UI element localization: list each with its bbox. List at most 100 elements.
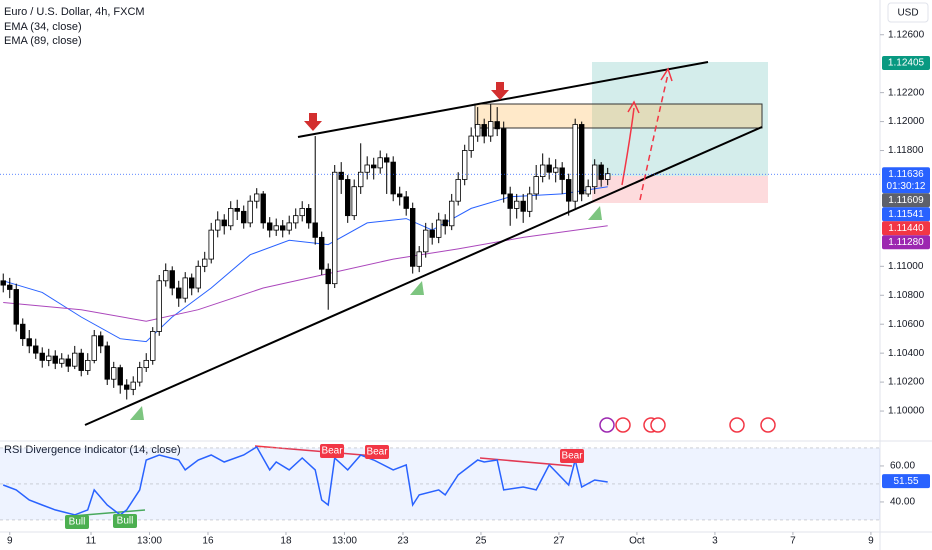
projection-arrow-head	[627, 100, 640, 114]
price-badge-label: 1.11636	[888, 169, 924, 180]
candle-body	[345, 179, 351, 217]
candle-body	[306, 208, 312, 224]
currency-button[interactable]	[887, 2, 929, 23]
currency[interactable]: USD	[897, 8, 918, 19]
candle-body	[377, 157, 383, 169]
rsi-title: RSI Divergence Indicator (14, close)	[4, 444, 181, 456]
event-icons	[599, 417, 776, 433]
y-tick-label: 1.11800	[888, 145, 924, 156]
candle-body	[111, 367, 117, 380]
candle-body	[46, 355, 52, 361]
signal-badge	[560, 449, 584, 463]
countdown: 01:30:12	[887, 181, 926, 192]
candle-body	[78, 352, 84, 371]
candle-body	[598, 164, 604, 180]
candle-body	[293, 215, 299, 224]
candle-body	[169, 270, 175, 289]
candle-body	[208, 229, 214, 260]
candle-body	[20, 323, 26, 340]
lower-trendline	[84, 126, 763, 426]
rsi-y-tick-label: 40.00	[890, 497, 915, 508]
candle-body	[221, 219, 227, 227]
candle-body	[474, 124, 481, 137]
signal-badge	[113, 514, 137, 528]
candle-body	[273, 225, 279, 231]
candle-body	[91, 335, 97, 361]
candle-body	[364, 164, 370, 173]
candle-body	[117, 367, 123, 386]
signal-label: Bear	[561, 451, 583, 462]
price-badge-label: 1.11609	[888, 195, 924, 206]
rsi-badge	[882, 474, 930, 489]
candle-body	[384, 157, 390, 163]
y-tick-label: 1.12000	[888, 116, 925, 127]
candle-body	[104, 345, 110, 380]
candle-body	[7, 284, 13, 290]
resistance-zone	[474, 103, 763, 129]
candle-body	[143, 359, 149, 369]
candle-body	[254, 193, 260, 202]
x-tick-label: 18	[280, 536, 292, 547]
candle-body	[358, 171, 364, 188]
y-tick-label: 1.11000	[888, 261, 924, 272]
candle-body	[124, 384, 130, 390]
candle-body	[351, 186, 357, 217]
y-tick-label: 1.10000	[888, 406, 925, 417]
price-badge	[882, 167, 930, 194]
ema-line	[3, 186, 608, 343]
candle-body	[176, 287, 182, 299]
candle-body	[0, 280, 6, 286]
x-tick-label: 13:00	[137, 536, 162, 547]
candle-body	[494, 121, 500, 130]
candle-body	[468, 135, 474, 151]
up-arrow	[130, 406, 144, 420]
candle-body	[591, 164, 598, 188]
x-tick-label: 13:00	[332, 536, 357, 547]
up-arrow	[588, 206, 602, 220]
x-tick-label: 9	[7, 536, 13, 547]
candle-body	[65, 358, 71, 367]
candle-body	[520, 200, 526, 212]
plot-area	[0, 104, 611, 400]
candle-body	[312, 222, 318, 238]
candle-body	[33, 345, 39, 354]
projection-arrow	[621, 107, 635, 186]
candle-body	[565, 179, 572, 202]
candle-body	[572, 124, 578, 202]
candle-body	[286, 222, 292, 231]
x-tick-label: 16	[202, 536, 214, 547]
candle-body	[455, 179, 461, 202]
candle-body	[559, 167, 565, 180]
candle-body	[241, 210, 247, 224]
candle-body	[26, 338, 32, 347]
target-zone	[592, 62, 768, 176]
down-arrow	[491, 82, 509, 100]
bear-divergence	[254, 445, 376, 457]
candle-body	[539, 164, 546, 177]
candle-body	[156, 280, 162, 332]
signal-label: Bear	[366, 447, 388, 458]
candle-body	[397, 193, 403, 198]
candle-body	[195, 265, 201, 289]
candle-body	[461, 150, 468, 180]
candle-body	[442, 219, 448, 227]
candle-body	[202, 258, 208, 267]
candle-body	[546, 164, 552, 173]
candle-body	[247, 200, 253, 224]
projection-arrow-dashed	[639, 73, 669, 201]
price-badge	[882, 193, 930, 208]
candle-body	[163, 270, 169, 282]
signal-badge	[365, 445, 389, 459]
candle-body	[234, 208, 240, 212]
candle-body	[332, 171, 338, 285]
candle-body	[150, 331, 156, 361]
price-badge	[882, 221, 930, 236]
candle-body	[280, 225, 286, 231]
y-tick-label: 1.12600	[888, 29, 925, 40]
x-tick-label: 11	[86, 536, 97, 547]
candle-body	[604, 173, 611, 180]
bear-divergence	[479, 457, 573, 467]
y-tick-label: 1.10600	[888, 319, 925, 330]
candle-body	[526, 193, 533, 212]
candle-body	[13, 289, 19, 325]
